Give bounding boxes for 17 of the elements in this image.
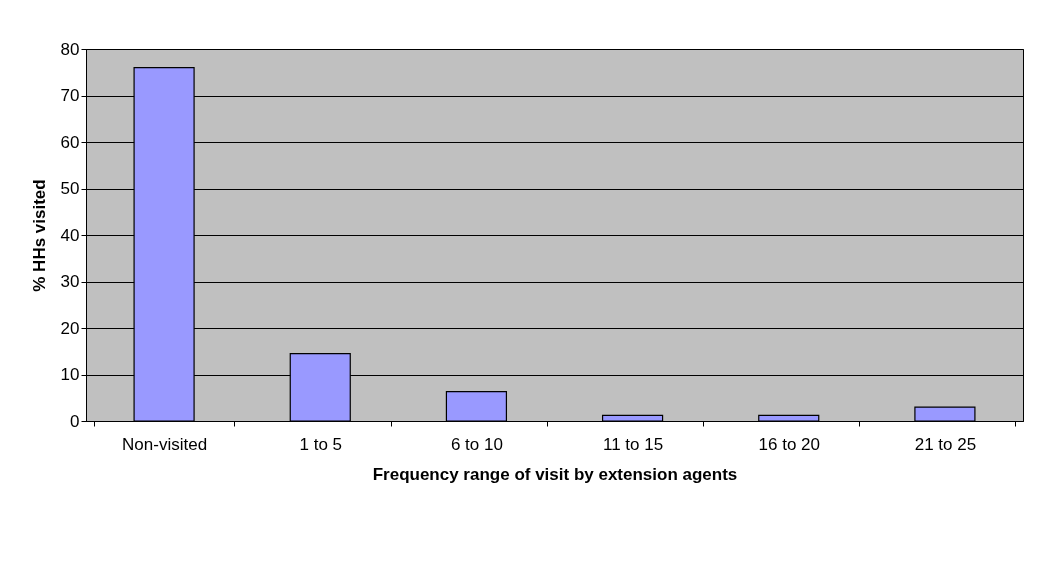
y-tick-label: 30: [60, 272, 80, 291]
y-tick-label: 70: [60, 86, 80, 105]
x-tick-label: 11 to 15: [602, 434, 664, 454]
x-tick-label: 1 to 5: [299, 434, 343, 454]
y-tick-label: 40: [60, 225, 80, 245]
y-tick-label: 10: [60, 365, 80, 384]
y-axis-title: % HHs visited: [29, 179, 49, 292]
x-tick-label: 6 to 10: [450, 434, 503, 454]
y-tick-label: 80: [60, 39, 80, 59]
y-tick-label: 0: [70, 411, 80, 431]
x-tick-label: 21 to 25: [914, 434, 977, 454]
x-tick-label: Non-visited: [122, 434, 208, 454]
x-tick-label: 16 to 20: [758, 434, 820, 454]
y-tick-label: 50: [60, 179, 80, 198]
y-tick-label: 20: [60, 318, 80, 338]
y-tick-label: 60: [60, 132, 80, 152]
x-axis-title: Frequency range of visit by extension agents: [372, 464, 738, 484]
